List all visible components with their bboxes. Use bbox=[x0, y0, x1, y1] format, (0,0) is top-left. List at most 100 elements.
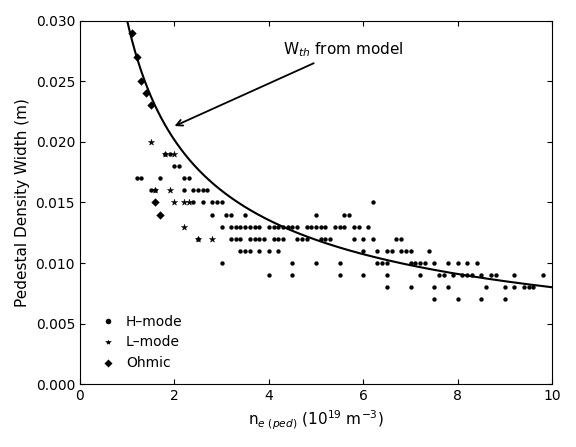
Point bbox=[184, 175, 193, 182]
Point bbox=[463, 272, 472, 279]
Point bbox=[302, 235, 311, 242]
Point bbox=[472, 259, 481, 266]
Point bbox=[160, 150, 169, 157]
Point bbox=[359, 272, 368, 279]
Point bbox=[189, 199, 198, 206]
Point bbox=[373, 259, 382, 266]
Point bbox=[510, 284, 519, 291]
Point bbox=[524, 284, 533, 291]
Point bbox=[189, 187, 198, 194]
Point bbox=[283, 223, 293, 230]
Point bbox=[382, 247, 392, 254]
Point bbox=[368, 199, 377, 206]
Point bbox=[184, 199, 193, 206]
Point bbox=[226, 211, 236, 218]
Point bbox=[467, 272, 476, 279]
Point bbox=[387, 247, 396, 254]
Point bbox=[377, 259, 386, 266]
Point bbox=[406, 259, 415, 266]
Point bbox=[165, 187, 175, 194]
Point bbox=[260, 235, 269, 242]
Point bbox=[293, 235, 302, 242]
Point bbox=[288, 223, 297, 230]
Point bbox=[293, 223, 302, 230]
Point bbox=[430, 296, 439, 303]
Point bbox=[198, 187, 207, 194]
Point bbox=[226, 223, 236, 230]
Point bbox=[217, 259, 226, 266]
Point bbox=[482, 284, 491, 291]
Point bbox=[255, 235, 264, 242]
Point bbox=[382, 284, 392, 291]
Point bbox=[236, 247, 245, 254]
Legend: H–mode, L–mode, Ohmic: H–mode, L–mode, Ohmic bbox=[87, 308, 190, 377]
Point bbox=[316, 235, 325, 242]
Point bbox=[278, 223, 287, 230]
Point bbox=[538, 272, 547, 279]
Point bbox=[340, 223, 349, 230]
Point bbox=[519, 284, 528, 291]
Point bbox=[231, 235, 240, 242]
Point bbox=[194, 235, 203, 242]
Point bbox=[321, 223, 330, 230]
Point bbox=[160, 150, 169, 157]
Point bbox=[411, 259, 420, 266]
Point bbox=[245, 223, 255, 230]
Point bbox=[335, 272, 344, 279]
Point bbox=[335, 223, 344, 230]
Point bbox=[325, 235, 335, 242]
Point bbox=[396, 235, 406, 242]
Point bbox=[264, 272, 274, 279]
Point bbox=[363, 223, 373, 230]
Point bbox=[288, 272, 297, 279]
Point bbox=[156, 211, 165, 218]
Y-axis label: Pedestal Density Width (m): Pedestal Density Width (m) bbox=[15, 98, 30, 307]
Point bbox=[382, 259, 392, 266]
Text: W$_{th}$ from model: W$_{th}$ from model bbox=[176, 41, 403, 126]
Point bbox=[349, 235, 358, 242]
Point bbox=[486, 272, 495, 279]
Point bbox=[179, 175, 188, 182]
Point bbox=[245, 235, 255, 242]
Point bbox=[349, 223, 358, 230]
Point bbox=[241, 211, 250, 218]
Point bbox=[444, 259, 453, 266]
Point bbox=[226, 235, 236, 242]
Point bbox=[330, 223, 339, 230]
Point bbox=[354, 223, 363, 230]
Point bbox=[207, 199, 217, 206]
Point bbox=[170, 150, 179, 157]
Point bbox=[142, 90, 151, 97]
Point bbox=[453, 296, 463, 303]
Point bbox=[340, 211, 349, 218]
Point bbox=[132, 175, 141, 182]
Point bbox=[127, 29, 137, 36]
Point bbox=[382, 272, 392, 279]
Point bbox=[453, 259, 463, 266]
Point bbox=[170, 199, 179, 206]
Point bbox=[288, 259, 297, 266]
Point bbox=[236, 223, 245, 230]
Point bbox=[439, 272, 448, 279]
Point bbox=[250, 235, 259, 242]
Point bbox=[264, 223, 274, 230]
Point bbox=[194, 235, 203, 242]
Point bbox=[359, 235, 368, 242]
Point bbox=[207, 235, 217, 242]
Point bbox=[501, 296, 510, 303]
Point bbox=[406, 284, 415, 291]
Point bbox=[175, 162, 184, 169]
Point bbox=[406, 247, 415, 254]
Point bbox=[198, 199, 207, 206]
Point bbox=[501, 284, 510, 291]
Point bbox=[312, 259, 321, 266]
Point bbox=[203, 187, 212, 194]
Point bbox=[529, 284, 538, 291]
Point bbox=[179, 187, 188, 194]
Point bbox=[425, 247, 434, 254]
Point bbox=[236, 235, 245, 242]
Point bbox=[269, 235, 278, 242]
Point bbox=[170, 162, 179, 169]
Point bbox=[335, 259, 344, 266]
Point bbox=[392, 235, 401, 242]
